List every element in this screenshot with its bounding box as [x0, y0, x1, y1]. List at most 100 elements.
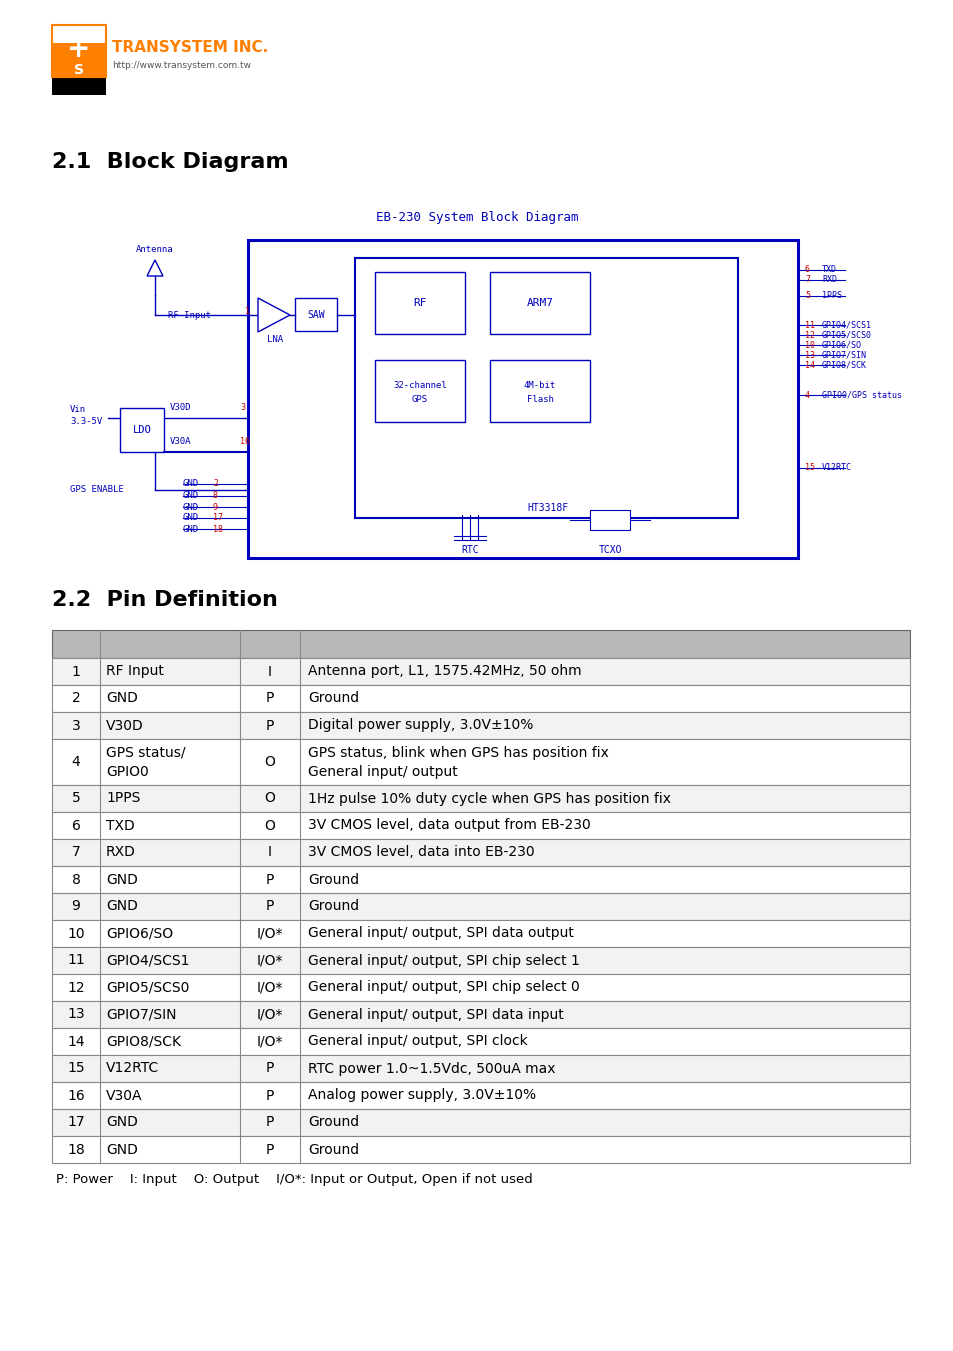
Text: 1: 1	[71, 665, 80, 678]
Text: SAW: SAW	[307, 309, 324, 320]
Bar	[589, 509, 629, 530]
Text: EB-230 System Block Diagram: EB-230 System Block Diagram	[375, 212, 578, 224]
Text: +: +	[68, 35, 91, 63]
Text: I/O*: I/O*	[256, 1008, 283, 1021]
Text: 3: 3	[240, 404, 245, 412]
Text: Ground: Ground	[308, 1116, 358, 1129]
Text: GPIO8/SCK: GPIO8/SCK	[106, 1035, 181, 1048]
Text: O: O	[264, 755, 275, 769]
Text: 8: 8	[71, 873, 80, 886]
Bar	[52, 712, 909, 739]
Bar	[52, 920, 909, 947]
Text: 3V CMOS level, data into EB-230: 3V CMOS level, data into EB-230	[308, 846, 534, 859]
Text: 13: 13	[67, 1008, 85, 1021]
Bar	[52, 893, 909, 920]
Text: Ground: Ground	[308, 692, 358, 705]
Text: I/O*: I/O*	[256, 927, 283, 940]
Text: P: P	[266, 1116, 274, 1129]
Text: 16: 16	[240, 438, 250, 446]
Bar	[52, 43, 106, 77]
Text: Digital power supply, 3.0V±10%: Digital power supply, 3.0V±10%	[308, 719, 533, 732]
Text: 15: 15	[804, 463, 814, 473]
Text: V30D: V30D	[106, 719, 144, 732]
Text: General input/ output, SPI chip select 0: General input/ output, SPI chip select 0	[308, 981, 579, 994]
Bar	[52, 974, 909, 1001]
Bar	[52, 1055, 909, 1082]
Text: GND: GND	[106, 900, 138, 913]
Text: Ground: Ground	[308, 900, 358, 913]
Text: 13: 13	[804, 350, 814, 359]
Text: 15: 15	[67, 1062, 85, 1075]
Text: I: I	[268, 665, 272, 678]
Text: 5: 5	[71, 792, 80, 805]
Text: LNA: LNA	[267, 335, 283, 345]
Text: P: P	[266, 719, 274, 732]
Text: P: P	[266, 692, 274, 705]
Text: RXD: RXD	[821, 276, 836, 285]
Text: RXD: RXD	[106, 846, 135, 859]
Text: 12: 12	[67, 981, 85, 994]
Text: Ground: Ground	[308, 1143, 358, 1156]
Text: 6: 6	[804, 266, 809, 274]
Text: GPIO6/SO: GPIO6/SO	[821, 340, 862, 350]
Text: GPIO8/SCK: GPIO8/SCK	[821, 361, 866, 370]
Text: 1Hz pulse 10% duty cycle when GPS has position fix: 1Hz pulse 10% duty cycle when GPS has po…	[308, 792, 670, 805]
Text: HT3318F: HT3318F	[527, 503, 568, 513]
Bar	[52, 630, 909, 658]
Text: Vin: Vin	[70, 405, 86, 415]
Text: P: P	[266, 900, 274, 913]
Text: GND: GND	[183, 524, 199, 534]
Text: GPIO7/SIN: GPIO7/SIN	[106, 1008, 176, 1021]
Text: I/O*: I/O*	[256, 1035, 283, 1048]
Text: 7: 7	[804, 276, 809, 285]
Text: TXD: TXD	[821, 266, 836, 274]
Text: GPIO4/SCS1: GPIO4/SCS1	[106, 954, 190, 967]
Text: I/O*: I/O*	[256, 981, 283, 994]
Text: S: S	[74, 63, 84, 77]
Text: GND: GND	[183, 492, 199, 500]
Text: 5: 5	[804, 292, 809, 300]
Text: 1PPS: 1PPS	[106, 792, 140, 805]
Text: GPIO0/GPS status: GPIO0/GPS status	[821, 390, 901, 400]
Text: V30A: V30A	[106, 1089, 142, 1102]
Text: GPIO5/SCS0: GPIO5/SCS0	[821, 331, 871, 339]
Text: 10: 10	[804, 340, 814, 350]
Text: General input/ output, SPI clock: General input/ output, SPI clock	[308, 1035, 527, 1048]
Text: 11: 11	[67, 954, 85, 967]
Text: General input/ output, SPI chip select 1: General input/ output, SPI chip select 1	[308, 954, 579, 967]
Text: RF Input: RF Input	[168, 311, 211, 319]
Bar	[490, 272, 589, 334]
Text: http://www.transystem.com.tw: http://www.transystem.com.tw	[112, 61, 251, 69]
Text: P: P	[266, 1089, 274, 1102]
Text: 4M-bit: 4M-bit	[523, 381, 556, 390]
Text: 32-channel: 32-channel	[393, 381, 446, 390]
Text: 18: 18	[67, 1143, 85, 1156]
Text: Flash: Flash	[526, 396, 553, 404]
Text: V30A: V30A	[170, 438, 192, 446]
Text: 4: 4	[804, 390, 809, 400]
Text: P: P	[266, 1062, 274, 1075]
Text: LDO: LDO	[132, 426, 152, 435]
Text: 2.2  Pin Definition: 2.2 Pin Definition	[52, 590, 277, 611]
Bar	[52, 839, 909, 866]
Text: V12RTC: V12RTC	[821, 463, 851, 473]
Text: O: O	[264, 819, 275, 832]
Text: P: P	[266, 873, 274, 886]
Text: GPIO6/SO: GPIO6/SO	[106, 927, 172, 940]
Text: P: P	[266, 1143, 274, 1156]
Text: GPS status/: GPS status/	[106, 746, 185, 759]
Text: GND: GND	[183, 513, 199, 523]
Text: General input/ output, SPI data output: General input/ output, SPI data output	[308, 927, 574, 940]
Text: RTC power 1.0~1.5Vdc, 500uA max: RTC power 1.0~1.5Vdc, 500uA max	[308, 1062, 555, 1075]
Bar	[375, 359, 464, 422]
Polygon shape	[257, 299, 290, 332]
Bar	[52, 1109, 909, 1136]
Bar	[52, 947, 909, 974]
Text: GND: GND	[183, 503, 199, 512]
Text: 3V CMOS level, data output from EB-230: 3V CMOS level, data output from EB-230	[308, 819, 590, 832]
Text: Ground: Ground	[308, 873, 358, 886]
Text: General input/ output: General input/ output	[308, 765, 457, 780]
Text: 2: 2	[213, 480, 218, 489]
Text: V12RTC: V12RTC	[106, 1062, 159, 1075]
Bar	[120, 408, 164, 453]
